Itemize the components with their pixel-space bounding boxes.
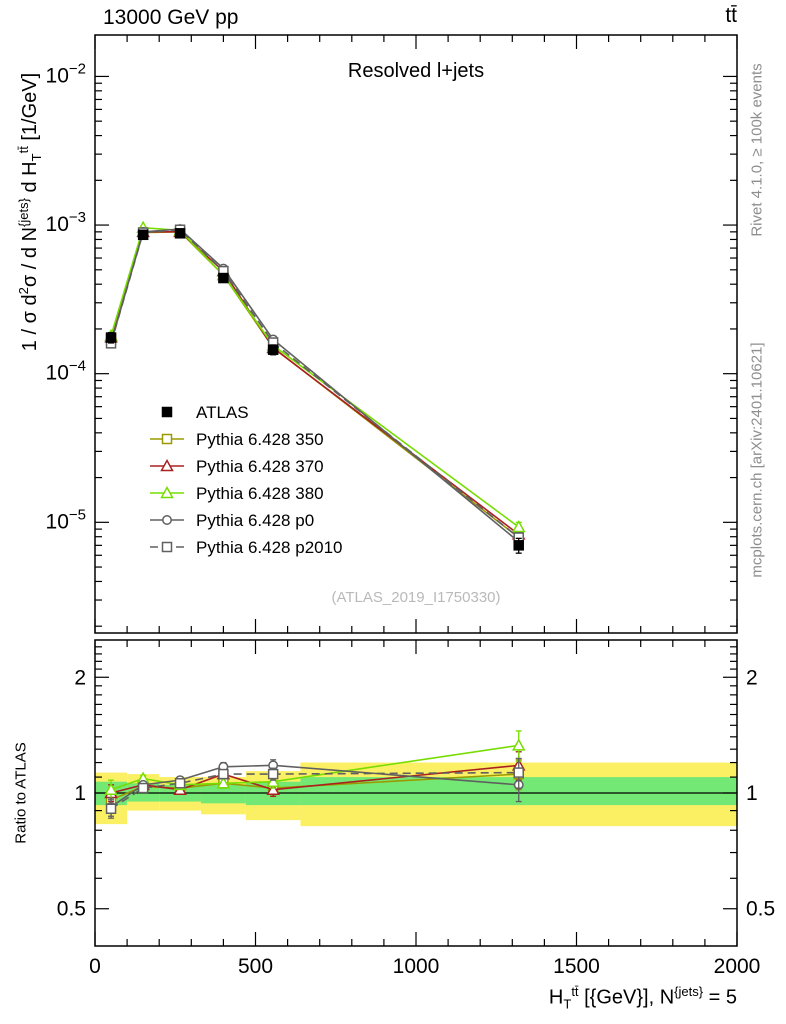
py350-marker — [161, 433, 173, 445]
pyp2010-marker — [267, 768, 279, 780]
pyp2010-marker — [137, 782, 149, 794]
series-line — [110, 764, 519, 808]
atlas-marker — [105, 332, 117, 343]
ratio-y-tick-label: 2 — [74, 666, 86, 689]
series-line — [110, 764, 519, 794]
atlas-marker — [174, 228, 186, 239]
py370-marker — [266, 782, 280, 795]
atlas-marker — [137, 229, 149, 241]
main-y-tick-label: 10−2 — [46, 60, 86, 87]
series-line — [110, 228, 520, 539]
legend-label-pyp0: Pythia 6.428 p0 — [196, 511, 314, 530]
beam-energy-label: 13000 GeV pp — [103, 6, 239, 29]
py380-marker — [216, 776, 231, 789]
pyp2010-marker — [513, 767, 524, 778]
series-line — [110, 744, 519, 791]
rivet-version-label: Rivet 4.1.0, ≥ 100k events — [748, 63, 766, 237]
ratio-y-tick-label: 0.5 — [746, 898, 775, 921]
main-y-axis-label: 1 / σ d2σ / d N{jets} d HTtt̄ [1/GeV] — [16, 72, 44, 352]
legend-label-pyp2010: Pythia 6.428 p2010 — [196, 538, 343, 557]
main-y-tick-label: 10−3 — [46, 209, 86, 236]
x-tick-label: 0 — [89, 955, 101, 978]
x-tick-label: 1500 — [553, 955, 600, 978]
py380-marker — [266, 774, 280, 787]
legend-label-py370: Pythia 6.428 370 — [196, 457, 324, 476]
ratio-uncertainty-bands — [95, 762, 737, 827]
analysis-watermark: (ATLAS_2019_I1750330) — [331, 589, 501, 606]
ratio-panel-series — [104, 730, 526, 819]
py380-marker — [104, 782, 118, 795]
main-panel-series — [104, 220, 526, 554]
x-tick-label: 2000 — [714, 955, 761, 978]
x-axis-label: HTtt̄ [{GeV}], N{jets} = 5 — [548, 984, 737, 1012]
pyp2010-marker — [161, 541, 173, 553]
ratio-y-tick-label: 1 — [746, 782, 758, 805]
series-atlas — [105, 228, 524, 554]
series-line — [110, 771, 519, 810]
ratio-y-axis-label: Ratio to ATLAS — [12, 742, 30, 844]
py380-marker — [160, 485, 174, 499]
pyp2010-marker — [174, 778, 186, 789]
ratio-series-pyp2010 — [105, 757, 524, 819]
atlas-marker — [218, 272, 229, 284]
x-tick-label: 1000 — [393, 955, 440, 978]
x-tick-label: 500 — [238, 955, 273, 978]
series-line — [110, 226, 520, 528]
py380-marker — [511, 519, 526, 533]
axes: 10−5 10−4 10−3 10−2 0.5 0.5 1 1 2 2 0 500 1000 1500 20… — [46, 34, 775, 978]
main-y-tick-label: 10−4 — [46, 358, 86, 385]
main-y-tick-label: 10−5 — [46, 506, 86, 533]
process-label: tt̄ — [725, 4, 737, 27]
ratio-y-tick-label: 2 — [746, 666, 758, 689]
panel-title: Resolved l+jets — [347, 60, 485, 82]
green-band-bin — [200, 784, 246, 804]
ratio-y-tick-label: 1 — [74, 782, 86, 805]
legend-label-py350: Pythia 6.428 350 — [196, 430, 324, 449]
ratio-y-tick-label: 0.5 — [57, 898, 86, 921]
atlas-marker — [161, 406, 173, 418]
mcplots-credit-label: mcplots.cern.ch [arXiv:2401.10621] — [748, 342, 766, 578]
atlas-marker — [267, 344, 279, 355]
pyp2010-marker — [105, 803, 117, 814]
legend: ATLAS Pythia 6.428 350 Pythia 6.428 370 Pyt… — [150, 403, 343, 557]
py370-marker — [160, 458, 174, 472]
pyp2010-marker — [218, 768, 229, 780]
legend-label-py380: Pythia 6.428 380 — [196, 484, 324, 503]
legend-label-atlas: ATLAS — [196, 403, 249, 422]
pyp0-marker — [162, 515, 172, 525]
py380-marker — [511, 738, 526, 751]
atlas-marker — [513, 540, 524, 551]
